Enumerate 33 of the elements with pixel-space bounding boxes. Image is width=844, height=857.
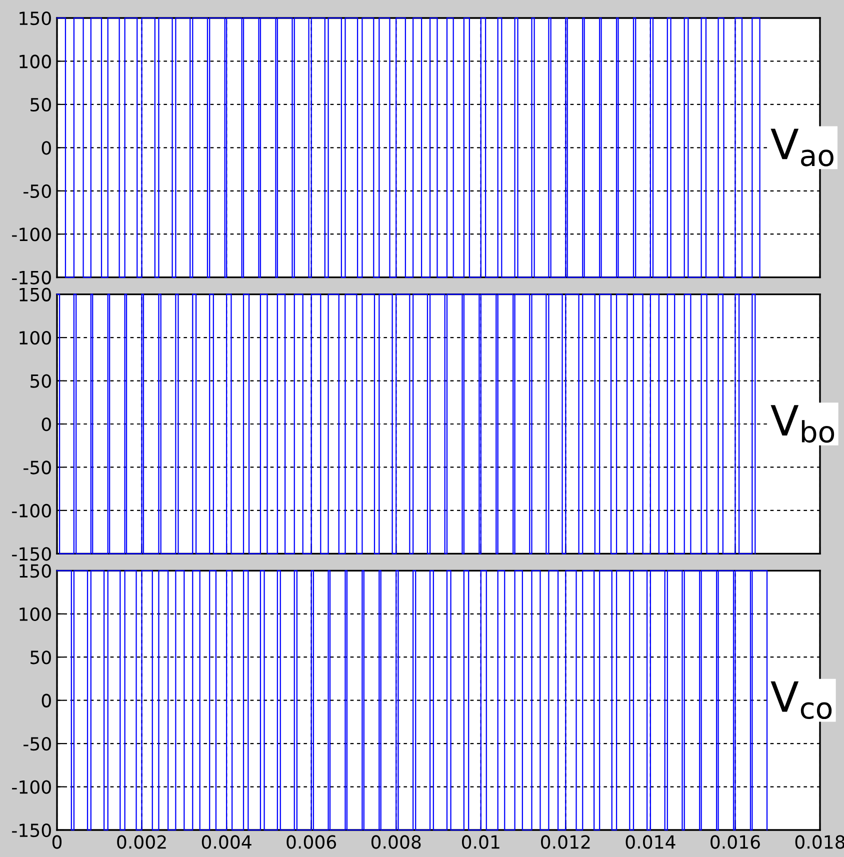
x-tick-label: 0.012: [541, 835, 590, 849]
annotation: V$_{co}$: [770, 681, 832, 720]
y-tick-label: 100: [20, 331, 51, 345]
y-tick-label: -100: [12, 504, 51, 518]
y-tick-label: 50: [30, 650, 51, 664]
x-tick-label: 0.006: [286, 835, 336, 849]
x-tick-label: 0.002: [117, 835, 166, 849]
y-tick-label: -150: [12, 270, 51, 284]
x-tick-label: 0.008: [371, 835, 421, 849]
y-tick-label: -50: [24, 184, 51, 198]
x-tick-label: 0.004: [202, 835, 252, 849]
annotation: V$_{bo}$: [770, 405, 834, 443]
y-tick-label: 0: [42, 694, 51, 708]
x-tick-label: 0.01: [462, 835, 500, 849]
y-tick-label: -50: [24, 737, 51, 751]
x-tick-label: 0.016: [710, 835, 760, 849]
y-tick-label: 100: [20, 607, 51, 622]
y-tick-label: 0: [42, 141, 51, 155]
y-tick-label: 50: [30, 98, 51, 112]
y-tick-label: 50: [30, 374, 51, 388]
y-tick-label: 150: [20, 288, 51, 302]
y-tick-label: 100: [20, 54, 51, 68]
y-tick-label: -50: [24, 460, 51, 474]
x-tick-label: 0.014: [626, 835, 676, 849]
y-tick-label: -150: [12, 823, 51, 838]
y-tick-label: -150: [12, 547, 51, 561]
y-tick-label: 150: [20, 11, 51, 26]
annotation: V$_{ao}$: [770, 128, 834, 166]
y-tick-label: 0: [42, 417, 51, 432]
x-tick-label: 0: [52, 835, 62, 849]
y-tick-label: -100: [12, 228, 51, 242]
y-tick-label: -100: [12, 780, 51, 794]
y-tick-label: 150: [20, 564, 51, 578]
